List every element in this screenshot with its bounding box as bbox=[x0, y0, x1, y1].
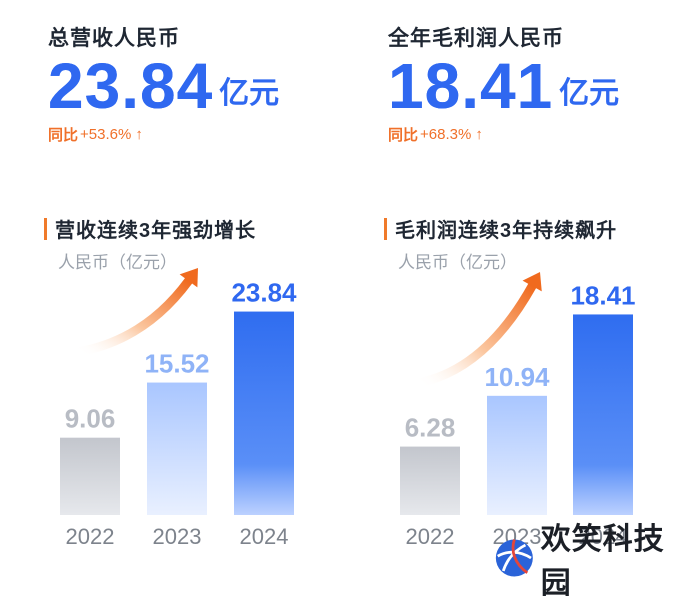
bar-2024 bbox=[573, 314, 633, 515]
bar-value-label: 15.52 bbox=[144, 349, 209, 379]
arrow-up-icon: ↑ bbox=[135, 126, 143, 143]
growth-arrow-head-icon bbox=[522, 272, 542, 292]
bar-value-label: 10.94 bbox=[484, 362, 550, 392]
x-tick-label: 2022 bbox=[406, 524, 455, 549]
bar-value-label: 23.84 bbox=[231, 278, 297, 308]
watermark: 欢笑科技园 bbox=[494, 514, 684, 602]
kpi-revenue-unit: 亿元 bbox=[219, 77, 280, 110]
x-tick-label: 2024 bbox=[579, 524, 628, 549]
bar-value-label: 18.41 bbox=[570, 280, 635, 310]
bar-2023 bbox=[147, 382, 207, 515]
bar-value-label: 6.28 bbox=[405, 413, 456, 443]
bar-2022 bbox=[400, 446, 460, 515]
kpi-revenue-label: 总营收人民币 bbox=[48, 27, 180, 50]
chart-title-profit-text: 毛利润连续3年持续飙升 bbox=[395, 220, 618, 242]
kpi-gross-profit-yoy-label: 同比 bbox=[388, 127, 419, 144]
kpi-revenue-yoy-value: +53.6% bbox=[80, 126, 132, 143]
kpi-gross-profit-yoy-value: +68.3% bbox=[420, 126, 472, 143]
growth-arrow-icon bbox=[73, 276, 194, 357]
chart-title-profit: 毛利润连续3年持续飙升 bbox=[384, 214, 617, 243]
kpi-gross-profit-label: 全年毛利润人民币 bbox=[388, 27, 564, 50]
watermark-text: 欢笑科技园 bbox=[540, 523, 665, 600]
title-accent-bar bbox=[44, 217, 47, 240]
growth-arrow-head-icon bbox=[179, 268, 198, 288]
kpi-revenue-value-row: 23.84 亿元 bbox=[48, 54, 279, 118]
title-accent-bar bbox=[384, 217, 387, 240]
x-tick-label: 2023 bbox=[153, 524, 202, 549]
kpi-gross-profit-unit: 亿元 bbox=[559, 77, 620, 110]
volleyball-logo-icon bbox=[495, 539, 533, 577]
arrow-up-icon: ↑ bbox=[475, 126, 483, 143]
kpi-revenue-value: 23.84 bbox=[48, 50, 214, 122]
chart-unit-revenue: 人民币（亿元） bbox=[58, 253, 177, 272]
bar-2024 bbox=[234, 311, 294, 515]
kpi-revenue: 总营收人民币 23.84 亿元 同比 +53.6% ↑ bbox=[48, 22, 279, 145]
chart-unit-profit: 人民币（亿元） bbox=[398, 253, 517, 272]
kpi-gross-profit-yoy: 同比 +68.3% ↑ bbox=[388, 124, 619, 145]
bar-2023 bbox=[487, 395, 547, 515]
x-tick-label: 2022 bbox=[66, 524, 115, 549]
kpi-revenue-yoy: 同比 +53.6% ↑ bbox=[48, 124, 279, 145]
kpi-gross-profit-value: 18.41 bbox=[388, 50, 554, 122]
kpi-gross-profit-value-row: 18.41 亿元 bbox=[388, 54, 619, 118]
bar-2022 bbox=[60, 437, 120, 515]
kpi-revenue-yoy-label: 同比 bbox=[48, 127, 79, 144]
x-tick-label: 2024 bbox=[240, 524, 289, 549]
chart-title-revenue-text: 营收连续3年强劲增长 bbox=[55, 220, 257, 242]
bar-charts: 9.06 2022 15.52 2023 23.84 2024 6.28 2022 10.94 2… bbox=[60, 268, 636, 549]
chart-title-revenue: 营收连续3年强劲增长 bbox=[44, 214, 256, 243]
bar-value-label: 9.06 bbox=[65, 404, 116, 434]
growth-arrow-icon bbox=[413, 281, 537, 388]
kpi-gross-profit: 全年毛利润人民币 18.41 亿元 同比 +68.3% ↑ bbox=[388, 22, 619, 145]
